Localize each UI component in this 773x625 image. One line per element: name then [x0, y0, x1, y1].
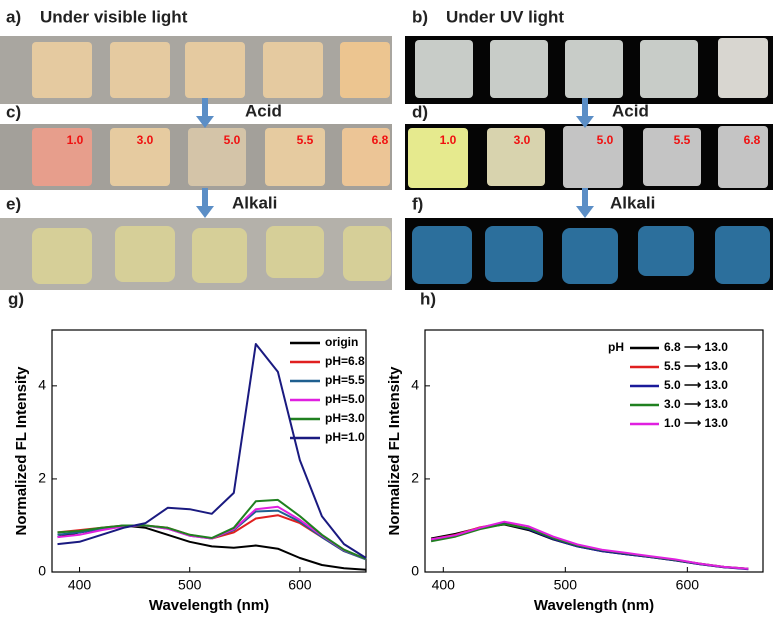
ph-label: 6.8 — [744, 133, 761, 147]
y-tick-label: 2 — [38, 470, 46, 486]
panel-label: b) — [412, 7, 428, 26]
x-tick-label: 600 — [288, 577, 312, 593]
ph-labels: 1.0 3.0 5.0 5.5 6.8 1.0 3.0 5.0 5.5 6.8 — [67, 133, 761, 147]
series-line — [57, 498, 367, 560]
panel-title: Alkali — [232, 193, 277, 212]
ph-label: 5.5 — [297, 133, 314, 147]
chart: h) 400 500 600 0 2 4 Wavelength (nm) Normalized … — [386, 289, 764, 614]
photos — [0, 36, 773, 290]
legend-label: 5.5 ⟶ 13.0 — [664, 359, 728, 373]
x-tick-label: 400 — [68, 577, 92, 593]
ph-label: 5.0 — [597, 133, 614, 147]
legend-label: pH=5.5 — [325, 373, 365, 387]
series-line — [430, 520, 749, 570]
y-tick-label: 2 — [411, 470, 419, 486]
ph-label: 3.0 — [514, 133, 531, 147]
panel-title: Alkali — [610, 193, 655, 212]
x-tick-label: 500 — [178, 577, 202, 593]
ph-label: 5.5 — [674, 133, 691, 147]
legend-label: pH=6.8 — [325, 354, 365, 368]
legend-title: pH — [608, 340, 624, 354]
ph-label: 1.0 — [440, 133, 457, 147]
panel-label: e) — [6, 194, 21, 213]
charts: g) 400 500 600 0 2 4 Wavelength (nm) Normalized … — [8, 289, 764, 614]
panel-label: d) — [412, 102, 428, 121]
legend-label: pH=1.0 — [325, 430, 365, 444]
legend-label: 3.0 ⟶ 13.0 — [664, 397, 728, 411]
legend-label: origin — [325, 335, 358, 349]
ph-label: 3.0 — [137, 133, 154, 147]
y-tick-label: 4 — [411, 377, 419, 393]
series-line — [57, 343, 367, 559]
y-tick-label: 0 — [411, 563, 419, 579]
plot-frame — [51, 329, 367, 573]
x-tick-label: 500 — [554, 577, 578, 593]
panel-label: g) — [8, 289, 24, 308]
panel-label: c) — [6, 102, 21, 121]
x-tick-label: 400 — [432, 577, 456, 593]
chart: g) 400 500 600 0 2 4 Wavelength (nm) Normalized … — [8, 289, 367, 614]
ph-label: 1.0 — [67, 133, 84, 147]
legend-label: 5.0 ⟶ 13.0 — [664, 378, 728, 392]
legend-label: 1.0 ⟶ 13.0 — [664, 416, 728, 430]
y-tick-label: 4 — [38, 377, 46, 393]
legend-label: pH=5.0 — [325, 392, 365, 406]
panel-title: Acid — [245, 101, 282, 120]
y-axis-label: Normalized FL Intensity — [386, 366, 403, 536]
x-tick-label: 600 — [676, 577, 700, 593]
panel-title: Under UV light — [446, 7, 564, 26]
panel-title: Under visible light — [40, 7, 188, 26]
ph-label: 5.0 — [224, 133, 241, 147]
legend-label: 6.8 ⟶ 13.0 — [664, 340, 728, 354]
panel-title: Acid — [612, 101, 649, 120]
x-axis-label: Wavelength (nm) — [149, 597, 269, 614]
x-axis-label: Wavelength (nm) — [534, 597, 654, 614]
panel-label: h) — [420, 289, 436, 308]
panel-label: f) — [412, 194, 423, 213]
y-tick-label: 0 — [38, 563, 46, 579]
panel-label: a) — [6, 7, 21, 26]
legend-label: pH=3.0 — [325, 411, 365, 425]
ph-label: 6.8 — [372, 133, 389, 147]
y-axis-label: Normalized FL Intensity — [13, 366, 30, 536]
plot-frame — [424, 329, 764, 573]
